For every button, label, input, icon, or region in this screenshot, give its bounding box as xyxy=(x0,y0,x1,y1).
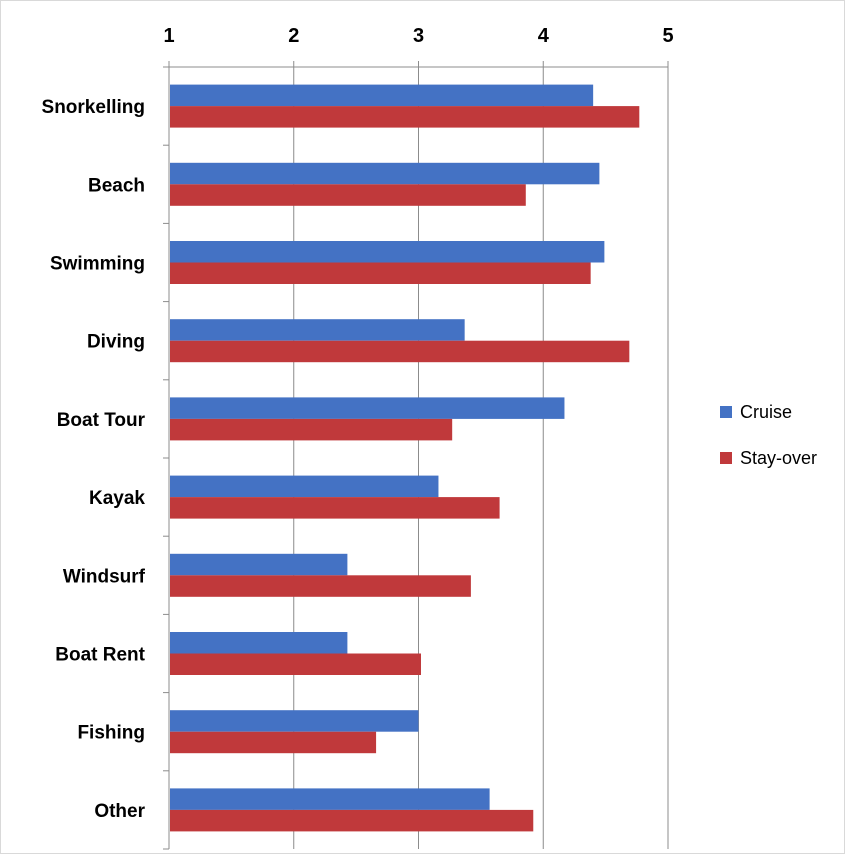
category-label: Beach xyxy=(88,175,145,196)
legend-swatch xyxy=(720,406,732,418)
bar-cruise-fishing xyxy=(170,710,419,732)
bar-stay-over-snorkelling xyxy=(170,106,640,128)
bars xyxy=(170,84,640,832)
bar-cruise-windsurf xyxy=(170,553,348,576)
x-tick-label: 2 xyxy=(288,25,299,47)
category-label: Diving xyxy=(87,332,145,353)
legend: Cruise Stay-over xyxy=(720,402,817,468)
category-label: Snorkelling xyxy=(42,97,145,118)
category-label: Fishing xyxy=(77,723,145,744)
x-tick-label: 4 xyxy=(538,25,550,47)
axes xyxy=(163,61,669,850)
category-label: Boat Rent xyxy=(55,645,145,666)
category-label: Other xyxy=(94,801,145,822)
bar-cruise-snorkelling xyxy=(170,84,594,107)
legend-label: Cruise xyxy=(740,402,792,422)
category-label: Windsurf xyxy=(63,566,146,587)
category-labels: Snorkelling Beach Swimming Diving Boat Tour K… xyxy=(42,97,146,822)
bar-cruise-diving xyxy=(170,319,465,341)
bar-stay-over-other xyxy=(170,809,534,832)
x-tick-label: 1 xyxy=(163,25,174,47)
category-label: Boat Tour xyxy=(57,410,146,431)
bar-cruise-other xyxy=(170,788,490,810)
x-tick-label: 3 xyxy=(413,25,424,47)
x-tick-label: 5 xyxy=(662,25,673,47)
bar-stay-over-diving xyxy=(170,340,630,363)
bar-stay-over-kayak xyxy=(170,497,500,519)
bar-cruise-kayak xyxy=(170,475,439,498)
legend-swatch xyxy=(720,452,732,464)
bar-stay-over-boat-tour xyxy=(170,418,453,441)
bar-stay-over-fishing xyxy=(170,731,377,754)
bar-cruise-swimming xyxy=(170,241,605,263)
bar-cruise-beach xyxy=(170,162,600,185)
tick-labels: 1 2 3 4 5 xyxy=(163,25,673,47)
legend-label: Stay-over xyxy=(740,448,817,468)
bar-stay-over-boat-rent xyxy=(170,653,421,675)
bar-cruise-boat-rent xyxy=(170,632,348,654)
bar-stay-over-beach xyxy=(170,184,526,206)
bar-cruise-boat-tour xyxy=(170,397,565,419)
bar-stay-over-swimming xyxy=(170,262,591,284)
category-label: Kayak xyxy=(89,488,145,509)
category-label: Swimming xyxy=(50,254,145,275)
bar-stay-over-windsurf xyxy=(170,575,471,597)
